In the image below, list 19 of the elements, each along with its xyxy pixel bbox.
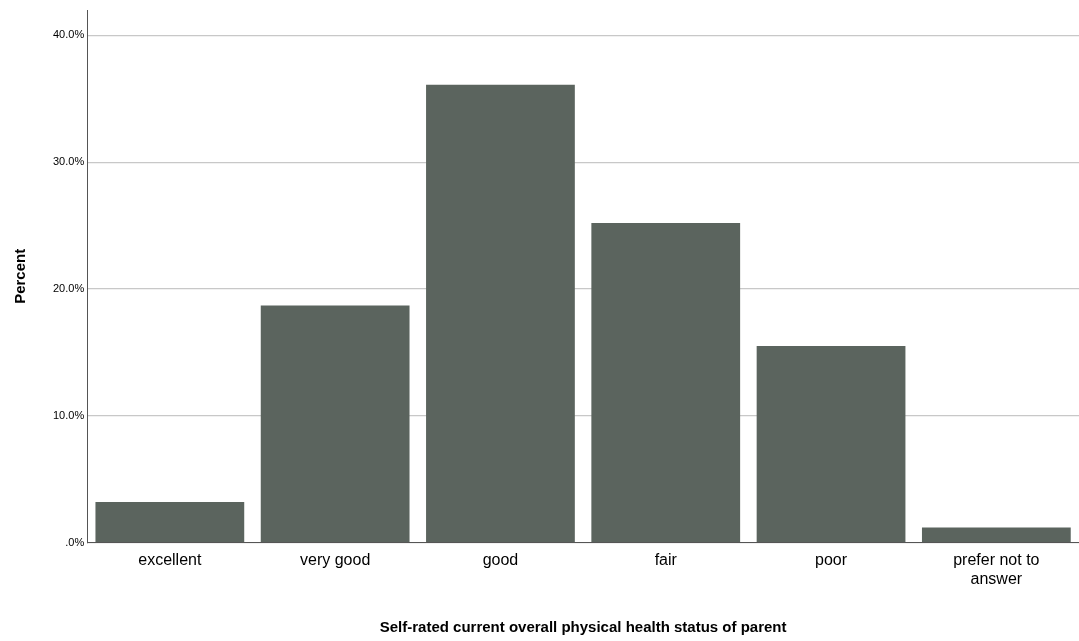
y-axis-title: Percent	[11, 248, 29, 304]
y-tick-label: 20.0%	[52, 282, 85, 295]
y-tick-label: 30.0%	[52, 155, 85, 168]
x-tick-label: fair	[654, 550, 678, 568]
x-tick-label: prefer not to answer	[953, 550, 1040, 587]
bar	[260, 305, 410, 542]
x-tick-label: good	[482, 550, 519, 568]
bar	[921, 527, 1071, 542]
y-tick-label: 40.0%	[52, 28, 85, 41]
x-tick-label: poor	[815, 550, 848, 568]
bar	[95, 502, 245, 542]
y-tick-label: 10.0%	[52, 408, 85, 421]
bar	[426, 84, 575, 542]
x-tick-label: very good	[300, 550, 371, 568]
x-axis-title: Self-rated current overall physical health status of parent	[379, 618, 787, 636]
x-tick-label: excellent	[138, 550, 202, 568]
bar	[591, 223, 741, 542]
y-tick-label: .0%	[65, 535, 85, 548]
bar	[756, 346, 906, 542]
